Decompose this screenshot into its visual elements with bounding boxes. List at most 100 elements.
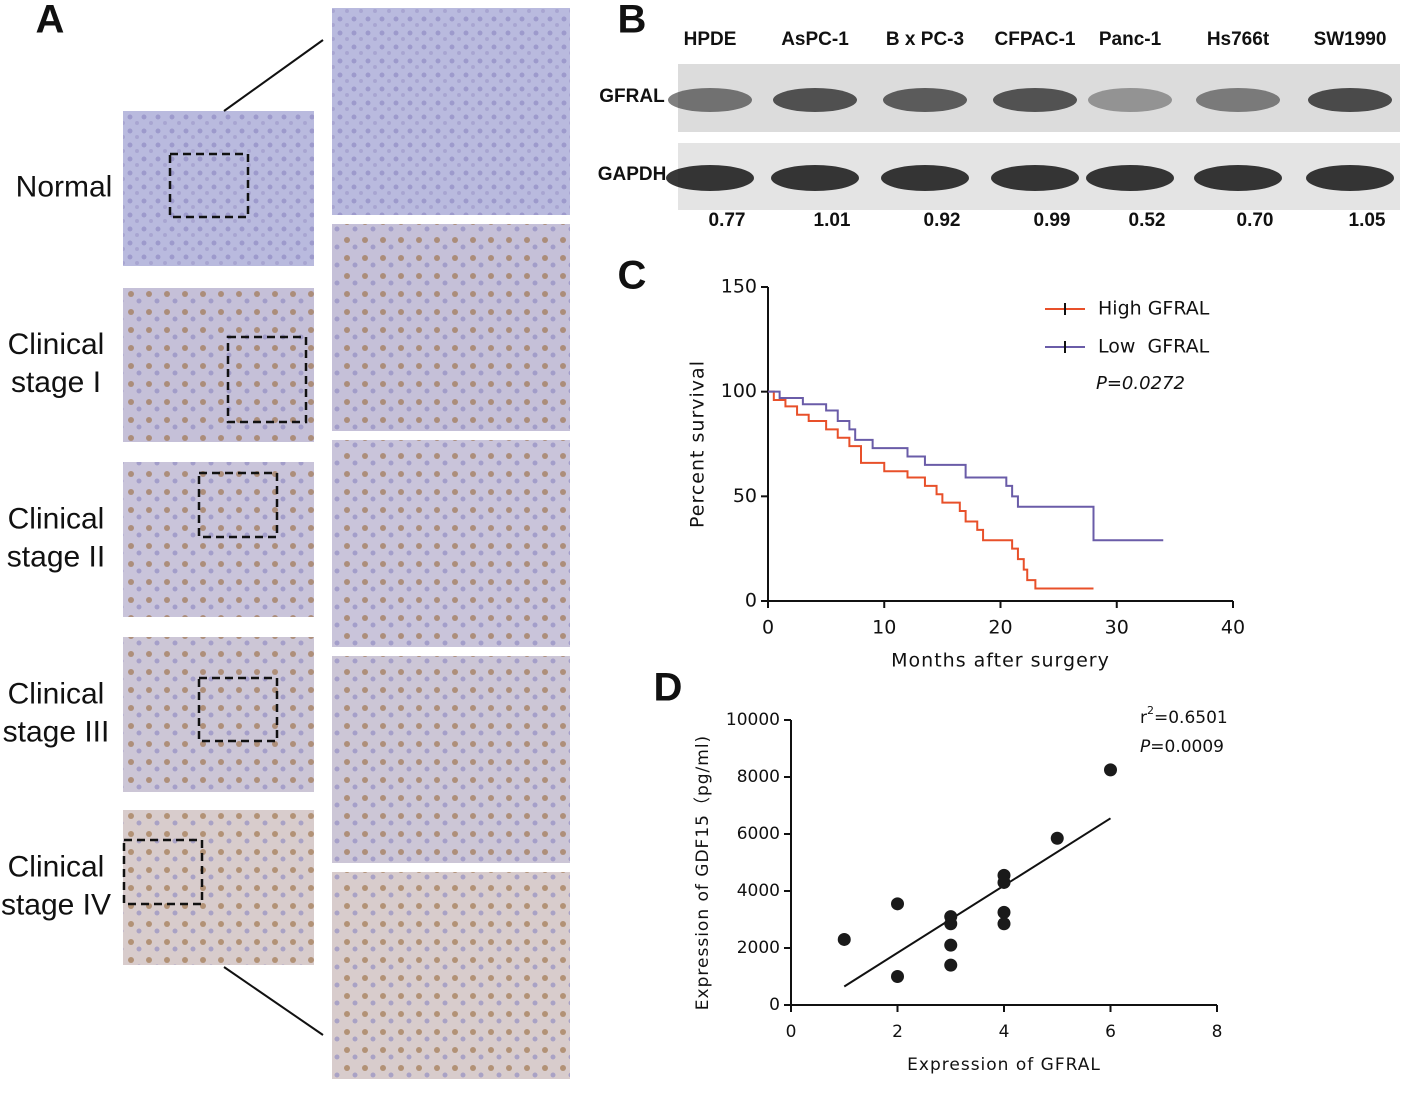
row-label: stage I — [11, 366, 101, 399]
panel-label: A — [36, 0, 65, 42]
panel-label: B — [618, 0, 647, 42]
ratio-label: 1.01 — [814, 210, 851, 231]
enlargement-texture — [332, 8, 570, 215]
panel-label: C — [618, 254, 647, 298]
zoom-box — [197, 676, 279, 743]
point — [1050, 831, 1064, 845]
point — [997, 905, 1011, 919]
enlargement-texture — [332, 224, 570, 431]
x-tick-label: 10 — [872, 617, 896, 639]
lane-label: AsPC-1 — [781, 29, 849, 50]
gapdh-band — [666, 165, 754, 191]
enlargement-texture — [332, 656, 570, 863]
x-tick-label: 6 — [1105, 1022, 1116, 1042]
annotation: P=0.0272 — [1096, 373, 1185, 394]
y-tick-label: 150 — [721, 276, 757, 298]
survival-curve — [768, 390, 1094, 590]
enlargement-texture — [332, 440, 570, 647]
zoom-box — [122, 838, 204, 906]
row-label: GFRAL — [599, 86, 665, 107]
row-label: Clinical — [8, 677, 105, 710]
lane-label: B x PC-3 — [886, 29, 964, 50]
gfral-band — [668, 88, 752, 112]
y-tick-label: 4000 — [737, 881, 780, 901]
annotation-part: r — [1140, 708, 1147, 728]
gapdh-band — [1086, 165, 1174, 191]
gapdh-band — [991, 165, 1079, 191]
zoom-connector — [223, 966, 324, 1036]
gapdh-band — [881, 165, 969, 191]
gfral-band — [1308, 88, 1392, 112]
y-axis-title: Expression of GDF15（pg/ml) — [693, 735, 713, 1010]
ratio-label: 0.70 — [1237, 210, 1274, 231]
ratio-label: 0.92 — [924, 210, 961, 231]
ratio-label: 0.99 — [1034, 210, 1071, 231]
gfral-band — [883, 88, 967, 112]
point — [891, 970, 904, 983]
zoom-box — [197, 471, 279, 539]
row-label: Clinical — [8, 328, 105, 361]
ratio-label: 0.77 — [709, 210, 746, 231]
y-tick-label: 0 — [745, 590, 757, 612]
x-tick-label: 0 — [786, 1022, 797, 1042]
y-axis-title: Percent survival — [687, 360, 709, 528]
y-tick-label: 8000 — [737, 767, 780, 787]
y-tick-label: 50 — [733, 485, 757, 507]
y-tick-label: 0 — [769, 995, 780, 1015]
point — [944, 917, 958, 931]
point — [891, 897, 904, 911]
gfral-band — [1088, 88, 1172, 112]
zoom-box — [168, 152, 250, 219]
ratio-label: 1.05 — [1349, 210, 1386, 231]
legend-label: Low GFRAL — [1098, 336, 1210, 358]
x-tick-label: 20 — [988, 617, 1012, 639]
x-tick-label: 8 — [1212, 1022, 1223, 1042]
annotation-part: =0.0009 — [1150, 737, 1224, 757]
gapdh-band — [771, 165, 859, 191]
lane-label: HPDE — [684, 29, 737, 50]
zoom-connector — [223, 39, 324, 112]
gfral-band — [773, 88, 857, 112]
thumbnail-texture — [123, 637, 314, 792]
y-tick-label: 100 — [721, 380, 757, 402]
x-axis-title: Months after surgery — [891, 650, 1110, 672]
x-tick-label: 4 — [999, 1022, 1010, 1042]
x-axis-title: Expression of GFRAL — [907, 1055, 1101, 1075]
y-tick-label: 10000 — [726, 710, 780, 730]
row-label: stage III — [3, 715, 110, 748]
fit-line — [843, 817, 1112, 988]
survival-curve — [768, 390, 1164, 542]
annotation: P=0.0009 — [1140, 737, 1224, 757]
thumbnail-texture — [123, 462, 314, 617]
row-label: Clinical — [8, 850, 105, 883]
row-label: GAPDH — [598, 164, 667, 185]
lane-label: SW1990 — [1314, 29, 1387, 50]
row-label: stage II — [7, 540, 105, 573]
row-label: Normal — [16, 170, 113, 203]
point — [944, 958, 958, 972]
annotation-part: =0.6501 — [1154, 708, 1228, 728]
panel-label: D — [654, 666, 683, 710]
gfral-band — [993, 88, 1077, 112]
row-label: stage IV — [1, 888, 111, 921]
x-tick-label: 30 — [1105, 617, 1129, 639]
zoom-box — [226, 335, 308, 424]
annotation-part: 2 — [1147, 704, 1154, 717]
row-label: Clinical — [8, 502, 105, 535]
enlargement-texture — [332, 872, 570, 1079]
thumbnail-texture — [123, 288, 314, 442]
lane-label: Panc-1 — [1099, 29, 1162, 50]
lane-label: Hs766t — [1207, 29, 1270, 50]
x-tick-label: 0 — [762, 617, 774, 639]
ratio-label: 0.52 — [1129, 210, 1166, 231]
legend-label: High GFRAL — [1098, 298, 1210, 320]
point — [997, 917, 1011, 931]
lane-label: CFPAC-1 — [995, 29, 1076, 50]
gapdh-band — [1306, 165, 1394, 191]
gapdh-band — [1194, 165, 1282, 191]
thumbnail-texture — [123, 111, 314, 266]
x-tick-label: 2 — [892, 1022, 903, 1042]
annotation: r2=0.6501 — [1140, 704, 1228, 728]
thumbnail-texture — [123, 810, 314, 965]
